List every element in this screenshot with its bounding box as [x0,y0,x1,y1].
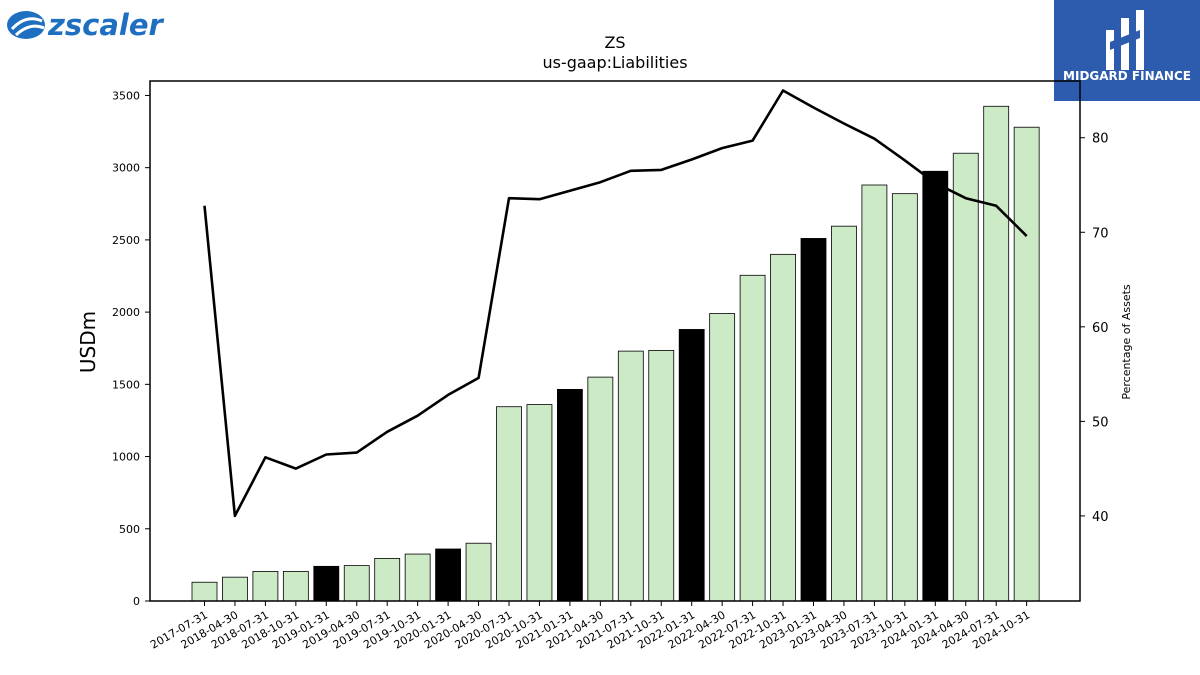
bar-2024-07-31 [983,105,1010,602]
y-tick-label: 2500 [112,234,140,247]
y-tick-label: 1500 [112,378,140,391]
plot-frame [149,80,1081,602]
chart-title: ZS [604,33,625,52]
midgard-finance-logo: MIDGARD FINANCE [1054,0,1200,101]
chart-subtitle: us-gaap:Liabilities [542,53,687,72]
y-tick-label: 0 [133,595,140,608]
bar-2022-04-30 [709,313,736,602]
bar-2019-04-30 [343,565,370,602]
zscaler-wordmark: zscaler [47,8,165,42]
bar-2019-10-31 [404,553,431,602]
y-tick-label: 2000 [112,306,140,319]
bar-2018-07-31 [252,570,279,602]
y2-axis-label: Percentage of Assets [1120,284,1133,400]
bar-2021-01-31 [557,388,583,602]
bar-2020-07-31 [496,406,522,602]
bar-2024-01-31 [922,170,949,602]
bar-2020-01-31 [435,548,462,602]
bar-2020-10-31 [526,404,553,602]
bar-2024-10-31 [1013,126,1040,602]
y-tick-label: 3000 [112,162,140,175]
y2-tick-label: 50 [1092,415,1109,430]
y2-tick-label: 40 [1092,510,1109,525]
bar-2022-07-31 [739,274,766,602]
bar-2021-04-30 [587,376,614,602]
bar-2019-01-31 [313,565,340,602]
y-axis-label: USDm [76,311,100,373]
y-tick-label: 1000 [112,451,140,464]
zscaler-logo: zscaler [4,4,184,44]
bar-2017-07-31 [191,581,218,602]
bar-2021-07-31 [617,350,644,602]
bar-2022-01-31 [678,329,705,602]
bar-2018-10-31 [282,570,309,602]
y2-tick-label: 80 [1092,132,1109,147]
bar-2024-04-30 [952,152,979,602]
bar-2020-04-30 [465,542,492,602]
y-tick-label: 3500 [112,89,140,102]
y2-tick-label: 60 [1092,321,1109,336]
y2-tick-label: 70 [1092,226,1109,241]
bar-2022-10-31 [770,253,796,602]
bar-2018-04-30 [222,576,248,602]
bar-2021-10-31 [648,349,675,602]
percentage-line [203,89,1028,518]
bar-2023-07-31 [861,184,888,602]
bar-2023-04-30 [831,225,857,602]
midgard-wordmark: MIDGARD FINANCE [1063,69,1191,83]
bar-2023-10-31 [891,193,918,602]
bar-2023-01-31 [800,238,827,602]
y-tick-label: 500 [119,523,140,536]
bar-2019-07-31 [374,557,401,602]
